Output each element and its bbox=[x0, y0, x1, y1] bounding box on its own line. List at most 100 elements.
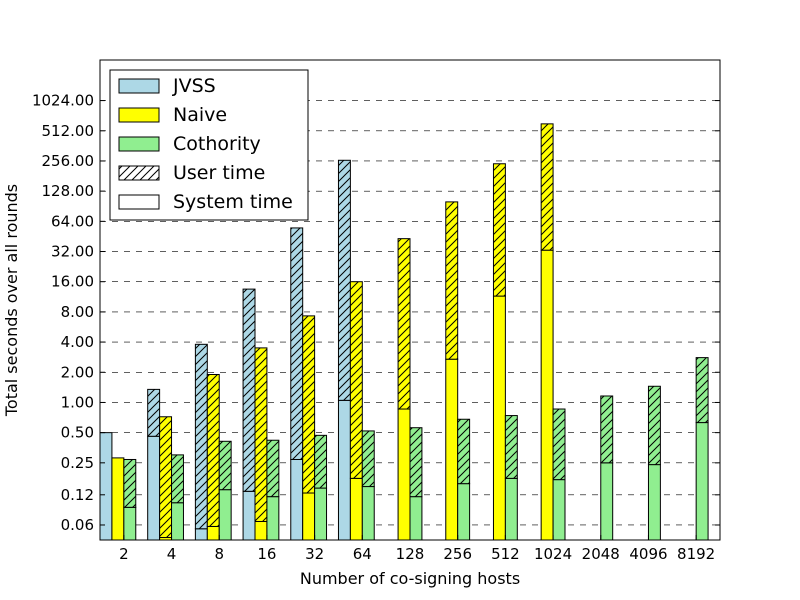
bar-cothority-system bbox=[218, 489, 232, 541]
bar-jvss-system bbox=[242, 490, 256, 541]
bar-naive-system bbox=[540, 249, 554, 541]
bar-cothority-user-hatch bbox=[314, 435, 327, 489]
bar-cothority-user-hatch bbox=[266, 440, 279, 497]
bar-naive-user-hatch bbox=[398, 238, 410, 410]
bar-cothority-system bbox=[266, 496, 280, 541]
bar-cothority-user-hatch bbox=[171, 454, 184, 503]
bar-naive-system bbox=[206, 525, 220, 541]
y-tick-label: 8.00 bbox=[61, 303, 94, 321]
x-tick-label: 128 bbox=[396, 545, 425, 563]
y-tick-label: 32.00 bbox=[51, 243, 94, 261]
x-tick-label: 2 bbox=[119, 545, 129, 563]
x-tick-label: 1024 bbox=[534, 545, 572, 563]
legend-swatch-naive bbox=[118, 107, 160, 123]
legend-swatch-user-time bbox=[118, 165, 160, 181]
bar-naive-user-hatch bbox=[302, 315, 315, 494]
legend-swatch-jvss bbox=[118, 78, 160, 94]
y-tick-label: 1024.00 bbox=[32, 92, 94, 110]
bar-cothority-user-hatch bbox=[410, 427, 422, 497]
x-tick-label: 2048 bbox=[582, 545, 620, 563]
y-tick-label: 0.25 bbox=[61, 454, 94, 472]
bar-naive-user-hatch bbox=[207, 374, 220, 527]
x-tick-label: 64 bbox=[353, 545, 372, 563]
bar-naive-system bbox=[302, 492, 316, 541]
bar-naive-user-hatch bbox=[445, 201, 458, 360]
bar-cothority-user-hatch bbox=[696, 357, 709, 423]
bar-cothority-user-hatch bbox=[362, 430, 375, 487]
y-tick-label: 256.00 bbox=[42, 152, 95, 170]
bar-jvss-user-hatch bbox=[147, 389, 160, 437]
bar-jvss-system bbox=[194, 528, 208, 541]
bar-jvss-system bbox=[290, 458, 304, 541]
x-tick-label: 256 bbox=[443, 545, 472, 563]
x-tick-label: 4096 bbox=[629, 545, 667, 563]
bar-cothority-system bbox=[409, 496, 423, 541]
bar-cothority-system bbox=[504, 477, 518, 541]
bar-cothority-user-hatch bbox=[553, 409, 565, 480]
y-tick-label: 16.00 bbox=[51, 273, 94, 291]
y-tick-label: 4.00 bbox=[61, 333, 94, 351]
bar-naive-system bbox=[254, 520, 268, 541]
bar-naive-system bbox=[349, 477, 363, 541]
bar-jvss-user-hatch bbox=[195, 344, 208, 529]
bar-cothority-system bbox=[647, 464, 661, 541]
bar-cothority-system bbox=[123, 506, 137, 541]
bars bbox=[99, 123, 709, 541]
bar-naive-user-hatch bbox=[541, 123, 554, 251]
x-tick-label: 8192 bbox=[677, 545, 715, 563]
bar-cothority-system bbox=[457, 483, 471, 541]
bar-naive-user-hatch bbox=[255, 347, 267, 522]
bar-jvss-system bbox=[147, 435, 161, 541]
y-tick-label: 64.00 bbox=[51, 212, 94, 230]
y-axis-label: Total seconds over all rounds bbox=[2, 184, 21, 417]
bar-cothority-user-hatch bbox=[457, 419, 470, 484]
x-tick-label: 16 bbox=[257, 545, 276, 563]
bar-naive-user-hatch bbox=[159, 416, 172, 538]
y-tick-label: 0.06 bbox=[61, 516, 94, 534]
y-tick-label: 512.00 bbox=[42, 122, 95, 140]
bar-naive-system bbox=[111, 457, 125, 541]
y-tick-label: 128.00 bbox=[42, 182, 95, 200]
bar-cothority-user-hatch bbox=[505, 415, 518, 479]
y-tick-label: 0.50 bbox=[61, 424, 94, 442]
x-axis-label: Number of co-signing hosts bbox=[300, 569, 520, 588]
bar-cothority-system bbox=[600, 462, 614, 541]
y-tick-label: 2.00 bbox=[61, 363, 94, 381]
y-axis: 0.06 0.12 0.25 0.50 1.00 2.00 4.00 8.00 16.00 32.… bbox=[32, 92, 720, 534]
x-axis: 2 4 8 16 32 64 128 256 512 1024 2048 4096 8192 bbox=[119, 535, 715, 563]
y-tick-label: 0.12 bbox=[61, 486, 94, 504]
bar-cothority-system bbox=[314, 487, 328, 541]
bar-jvss-system bbox=[337, 399, 351, 541]
bar-naive-system bbox=[397, 408, 411, 541]
bar-jvss-system bbox=[99, 432, 113, 541]
x-tick-label: 8 bbox=[214, 545, 224, 563]
bar-naive-user-hatch bbox=[493, 163, 506, 297]
legend-swatch-system-time bbox=[118, 194, 160, 210]
bar-cothority-user-hatch bbox=[219, 441, 232, 490]
legend: JVSS Naive Cothority User time System time bbox=[109, 69, 309, 221]
bar-cothority-user-hatch bbox=[648, 386, 661, 465]
x-tick-label: 32 bbox=[305, 545, 324, 563]
bar-naive-system bbox=[492, 295, 506, 541]
bar-cothority-system bbox=[361, 486, 375, 541]
y-tick-label: 1.00 bbox=[61, 393, 94, 411]
bar-cothority-user-hatch bbox=[600, 395, 613, 463]
x-tick-label: 4 bbox=[167, 545, 177, 563]
x-tick-label: 512 bbox=[491, 545, 520, 563]
bar-naive-system bbox=[445, 358, 459, 541]
legend-label-jvss: JVSS bbox=[172, 75, 216, 97]
bar-jvss-user-hatch bbox=[338, 160, 351, 401]
legend-label-system-time: System time bbox=[173, 191, 293, 213]
bar-jvss-user-hatch bbox=[243, 289, 255, 492]
bar-jvss-user-hatch bbox=[290, 227, 303, 460]
legend-label-user-time: User time bbox=[173, 162, 265, 184]
bar-cothority-user-hatch bbox=[123, 459, 136, 508]
bar-naive-user-hatch bbox=[350, 281, 363, 479]
legend-swatch-cothority bbox=[118, 136, 160, 152]
legend-label-cothority: Cothority bbox=[173, 133, 261, 155]
bar-cothority-system bbox=[695, 422, 709, 541]
legend-label-naive: Naive bbox=[173, 104, 227, 126]
grid-lines bbox=[100, 100, 720, 526]
bar-cothority-system bbox=[552, 479, 566, 541]
